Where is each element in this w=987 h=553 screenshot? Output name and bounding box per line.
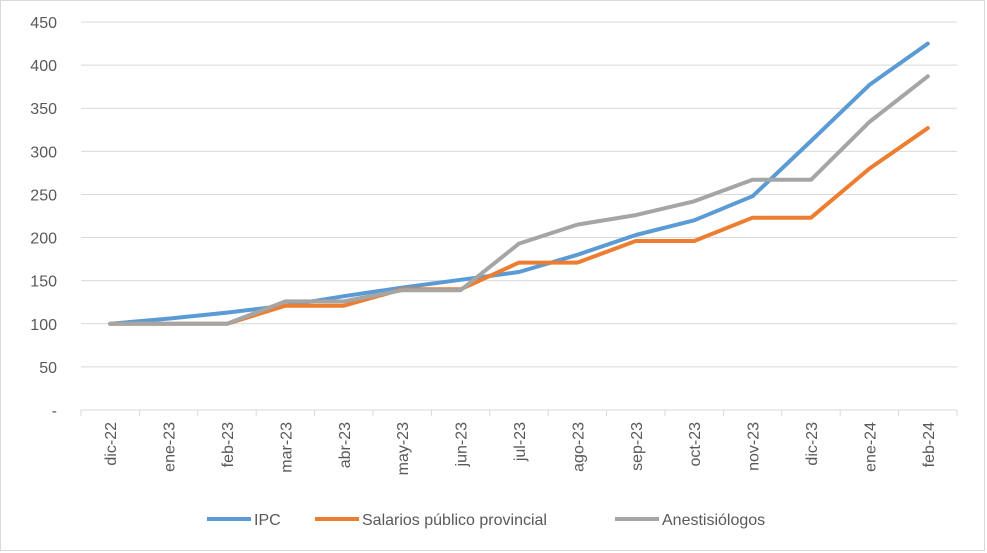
legend-label: Anestisiólogos: [662, 512, 765, 529]
x-tick-label: feb-23: [220, 422, 237, 467]
x-tick-label: dic-22: [103, 422, 120, 466]
legend: IPC Salarios público provincial Anestisiól…: [207, 512, 765, 529]
legend-label: IPC: [254, 512, 281, 529]
x-tick-label: jul-23: [512, 422, 529, 462]
y-tick-label: 250: [30, 187, 57, 204]
y-tick-label: 150: [30, 274, 57, 291]
x-tick-label: ene-23: [162, 422, 179, 472]
y-tick-label: 400: [30, 58, 57, 75]
x-tick-label: abr-23: [337, 422, 354, 468]
x-tick-label: mar-23: [278, 422, 295, 473]
y-tick-label: 300: [30, 144, 57, 161]
y-tick-label: 200: [30, 231, 57, 248]
y-tick-label: -: [52, 403, 57, 420]
y-tick-label: 450: [30, 15, 57, 32]
x-tick-label: ago-23: [570, 422, 587, 472]
series-line-1: [108, 41, 930, 326]
series-lines: [108, 41, 930, 326]
x-tick-label: may-23: [395, 422, 412, 475]
x-tick-label: nov-23: [746, 422, 763, 471]
legend-label: Salarios público provincial: [362, 512, 547, 529]
x-tick-label: sep-23: [629, 422, 646, 471]
x-tick-label: dic-23: [804, 422, 821, 466]
x-tick-label: oct-23: [687, 422, 704, 467]
y-tick-label: 350: [30, 101, 57, 118]
y-axis-ticks: - 50 100 150 200 250 300 350 400 450: [30, 15, 57, 420]
x-tick-label: feb-24: [921, 422, 938, 467]
x-tick-label: jun-23: [454, 422, 471, 468]
series-line-2: [108, 126, 930, 326]
x-tick-label: ene-24: [862, 422, 879, 472]
y-tick-label: 50: [39, 360, 57, 377]
y-tick-label: 100: [30, 317, 57, 334]
x-axis: dic-22 ene-23 feb-23 mar-23 abr-23 may-23 jun-…: [80, 409, 958, 475]
series-line-3: [108, 74, 930, 326]
